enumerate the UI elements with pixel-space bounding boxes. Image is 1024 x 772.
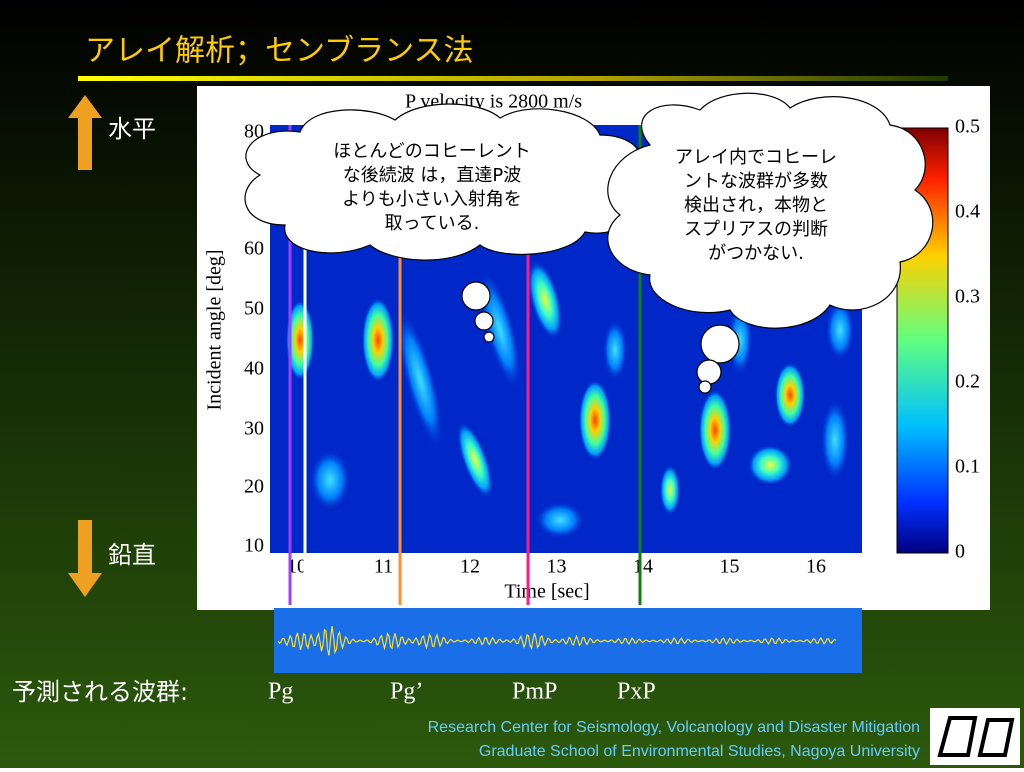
- logo-mark: [937, 716, 1015, 757]
- y-axis-label: Incident angle [deg]: [204, 249, 226, 410]
- heat-blob: [699, 390, 731, 470]
- x-tick-label: 15: [720, 556, 740, 578]
- callout-line: 検出され，本物と: [684, 195, 828, 216]
- colorbar-tick-label: 0.3: [955, 286, 980, 308]
- heat-blob: [748, 445, 792, 485]
- heat-blob: [457, 422, 493, 498]
- heat-blob: [660, 465, 680, 515]
- y-tick-label: 40: [244, 358, 264, 380]
- colorbar-tick-label: 0.5: [955, 116, 980, 138]
- y-tick-label: 20: [244, 476, 264, 498]
- y-tick-label: 60: [244, 238, 264, 260]
- heat-blob: [775, 363, 805, 427]
- callout-line: アレイ内でコヒーレ: [675, 147, 837, 168]
- heat-blob: [362, 298, 394, 382]
- y-tick-label: 30: [244, 418, 264, 440]
- callout-line: な後続波 は，直達P波: [343, 165, 522, 186]
- heat-blob: [310, 450, 350, 510]
- colorbar-tick-label: 0: [955, 541, 965, 563]
- title-underline: [78, 76, 948, 81]
- heat-blob: [397, 312, 443, 448]
- vertical-label: 鉛直: [108, 541, 156, 569]
- colorbar-tick-label: 0.1: [955, 456, 980, 478]
- callout-line: よりも小さい入射角を: [342, 189, 522, 210]
- y-tick-label: 50: [244, 298, 264, 320]
- logo: [930, 708, 1020, 765]
- footer-line: Research Center for Seismology, Volcanol…: [428, 719, 920, 736]
- x-tick-label: 11: [374, 556, 393, 578]
- phases-label: 予測される波群:: [12, 678, 188, 706]
- callout-line: がつかない.: [708, 243, 804, 264]
- y-tick-label: 10: [244, 535, 264, 557]
- up-arrow: [68, 95, 102, 170]
- phase-name: PxP: [617, 679, 656, 705]
- heat-blob: [579, 380, 611, 460]
- phase-name: Pg: [268, 679, 293, 705]
- waveform: [277, 626, 837, 656]
- x-tick-label: 16: [806, 556, 826, 578]
- callout-line: ントな波群が多数: [684, 171, 828, 192]
- heat-blob: [536, 502, 584, 538]
- slide-title: アレイ解析；センブランス法: [85, 34, 474, 69]
- phase-name: Pg’: [390, 679, 423, 705]
- colorbar-tick-label: 0.2: [955, 371, 980, 393]
- callout-line: ほとんどのコヒーレント: [333, 141, 530, 162]
- x-tick-label: 13: [547, 556, 567, 578]
- callout-cloud-left: [244, 103, 643, 343]
- heat-blob: [527, 261, 563, 339]
- phase-names: Pg Pg’ PmP PxP: [268, 679, 656, 705]
- callout-cloud-right: [607, 92, 934, 394]
- colorbar-tick-label: 0.4: [955, 201, 980, 223]
- heat-blob: [821, 400, 849, 480]
- horizontal-label: 水平: [108, 115, 156, 143]
- x-tick-label: 10: [287, 556, 307, 578]
- callout-line: スプリアスの判断: [684, 219, 828, 240]
- heat-blob: [603, 320, 627, 380]
- x-axis-label: Time [sec]: [504, 581, 589, 603]
- heat-blob: [286, 300, 314, 380]
- heat-blob: [826, 300, 854, 360]
- x-tick-label: 12: [460, 556, 480, 578]
- down-arrow: [68, 520, 102, 597]
- x-tick-label: 14: [633, 556, 653, 578]
- phase-name: PmP: [512, 679, 557, 705]
- callout-line: 取っている.: [385, 213, 480, 234]
- footer-line: Graduate School of Environmental Studies…: [479, 743, 920, 760]
